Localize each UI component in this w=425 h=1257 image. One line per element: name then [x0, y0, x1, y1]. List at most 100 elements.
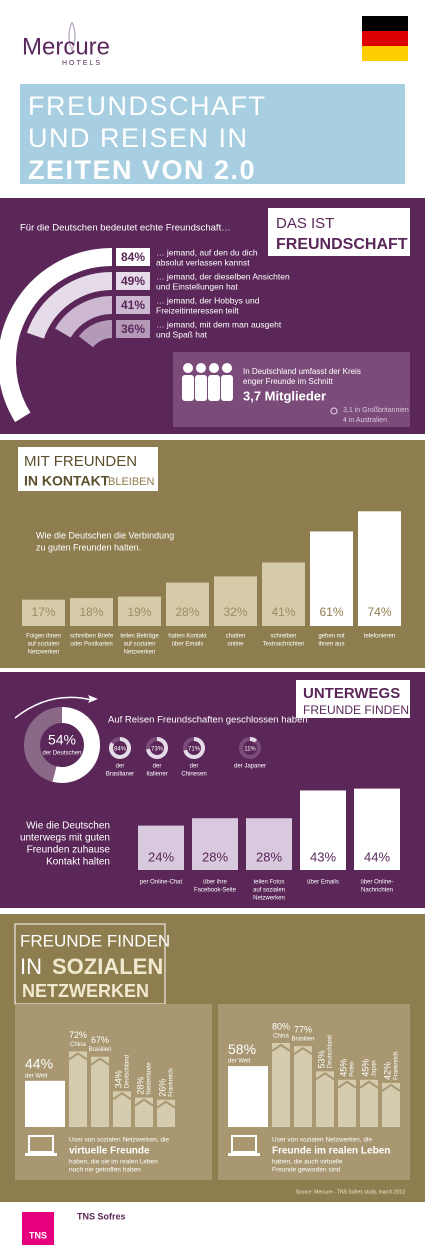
bar-label: Frankreich [169, 1068, 175, 1096]
caption: noch nie getroffen haben [69, 1167, 141, 1174]
value-label: 28% [256, 849, 282, 864]
ring-arc [146, 737, 168, 759]
heading: MIT FREUNDEN [24, 453, 137, 470]
chevron [112, 1092, 132, 1101]
value-label: 42% [382, 1062, 392, 1080]
heading: NETZWERKEN [22, 981, 149, 1001]
bar [300, 790, 346, 870]
bar-label: China [273, 1034, 289, 1040]
intro: zu guten Freunden halten. [36, 542, 141, 552]
item-text: und Einstellungen hat [156, 281, 238, 291]
item-text: … jemand, der Hobbys und [156, 295, 260, 305]
caption-highlight: Freunde im realen Leben [272, 1146, 390, 1157]
person-icon [183, 363, 193, 373]
flag [362, 46, 408, 61]
value-label: 17% [31, 605, 55, 619]
person-icon [222, 363, 232, 373]
bar-label: Netzwerken [253, 896, 285, 902]
value-label: 19% [127, 605, 151, 619]
bar-label: Deutschland [125, 1055, 131, 1088]
bar [382, 1082, 400, 1127]
bar-label: der Welt [25, 1073, 48, 1079]
bar-label: ihnen aus [318, 642, 344, 648]
bar [316, 1071, 334, 1127]
info-highlight: 3,7 Mitglieder [243, 388, 326, 403]
value-label: 11% [244, 747, 256, 753]
bar-label: Frankreich [394, 1052, 400, 1080]
donut-label: der Deutschen [42, 751, 81, 757]
intro: Freunden zuhause [27, 845, 111, 856]
arc [26, 272, 113, 339]
flag [362, 31, 408, 46]
bar-label: über Emails [307, 880, 339, 886]
bar-label: halten Kontakt [168, 634, 207, 640]
ring-label: Chinesen [181, 772, 206, 778]
intro: Wie die Deutschen die Verbindung [36, 530, 174, 540]
bar-label: per Online-Chat [140, 880, 183, 886]
value-label: 24% [148, 849, 174, 864]
item-text: und Spaß hat [156, 329, 208, 339]
title: ZEITEN VON 2.0 [28, 155, 256, 185]
item-text: absolut verlassen kannst [156, 257, 250, 267]
bar [135, 1097, 153, 1127]
value-label: 28% [135, 1077, 145, 1095]
value-label: 45% [338, 1059, 348, 1077]
footer-logo [22, 1212, 54, 1245]
bar [69, 1051, 87, 1127]
value-box [116, 272, 150, 290]
bar [157, 1099, 175, 1127]
chevron [381, 1083, 401, 1092]
bar-label: Japan [372, 1060, 378, 1076]
item-text: … jemand, mit dem man ausgeht [156, 319, 282, 329]
heading: FREUNDSCHAFT [276, 236, 408, 253]
heading: FREUNDE FINDEN [303, 703, 409, 717]
ring-arc [183, 737, 205, 759]
item-text: … jemand, der dieselben Ansichten [156, 271, 290, 281]
ring-label: Brasilianer [106, 772, 134, 778]
arc [0, 248, 113, 423]
value-label: 58% [228, 1041, 256, 1057]
value-label: 34% [113, 1070, 123, 1088]
value-label: 44% [364, 849, 390, 864]
value-label: 26% [157, 1079, 167, 1097]
caption: User von sozialen Netzwerken, die [69, 1137, 169, 1144]
bar-label: Brasilien [88, 1047, 111, 1053]
bar-label: gehen mit [318, 634, 345, 640]
value-label: 77% [294, 1025, 312, 1035]
bar-label: Brasilien [291, 1037, 314, 1043]
chevron [337, 1080, 357, 1089]
heading: BLEIBEN [108, 476, 155, 488]
title: FREUNDSCHAFT [28, 91, 267, 121]
bar [262, 562, 305, 626]
search-icon [330, 407, 338, 415]
value-label: 28% [175, 605, 199, 619]
ring-label: der Japaner [234, 764, 266, 770]
ring-label: Italiener [146, 772, 167, 778]
bar-label: teilen Beiträge [120, 634, 159, 640]
chevron [359, 1080, 379, 1089]
ring-label: der [190, 764, 199, 770]
bar-label: China [70, 1042, 86, 1048]
heading-box [296, 680, 410, 718]
bar [338, 1079, 356, 1127]
flag [362, 16, 408, 31]
value-box [116, 248, 150, 266]
info-text: enger Freunde im Schnitt [243, 377, 334, 386]
bar-label: schreiben [270, 634, 296, 640]
device-icon [228, 1153, 260, 1156]
value-box [116, 296, 150, 314]
bar-label: der Welt [228, 1059, 251, 1065]
bar-label: auf sozialen [27, 642, 59, 648]
bar [310, 531, 353, 626]
ring-arc [249, 737, 258, 743]
item-text: Freizeitinteressen teilt [156, 305, 239, 315]
chevron [90, 1057, 110, 1066]
intro: Wie die Deutschen [26, 821, 110, 832]
intro: unterwegs mit guten [20, 833, 110, 844]
chevron [315, 1072, 335, 1081]
chevron [293, 1046, 313, 1055]
donut-arc [52, 707, 100, 783]
bar [294, 1046, 312, 1127]
bar [113, 1091, 131, 1127]
